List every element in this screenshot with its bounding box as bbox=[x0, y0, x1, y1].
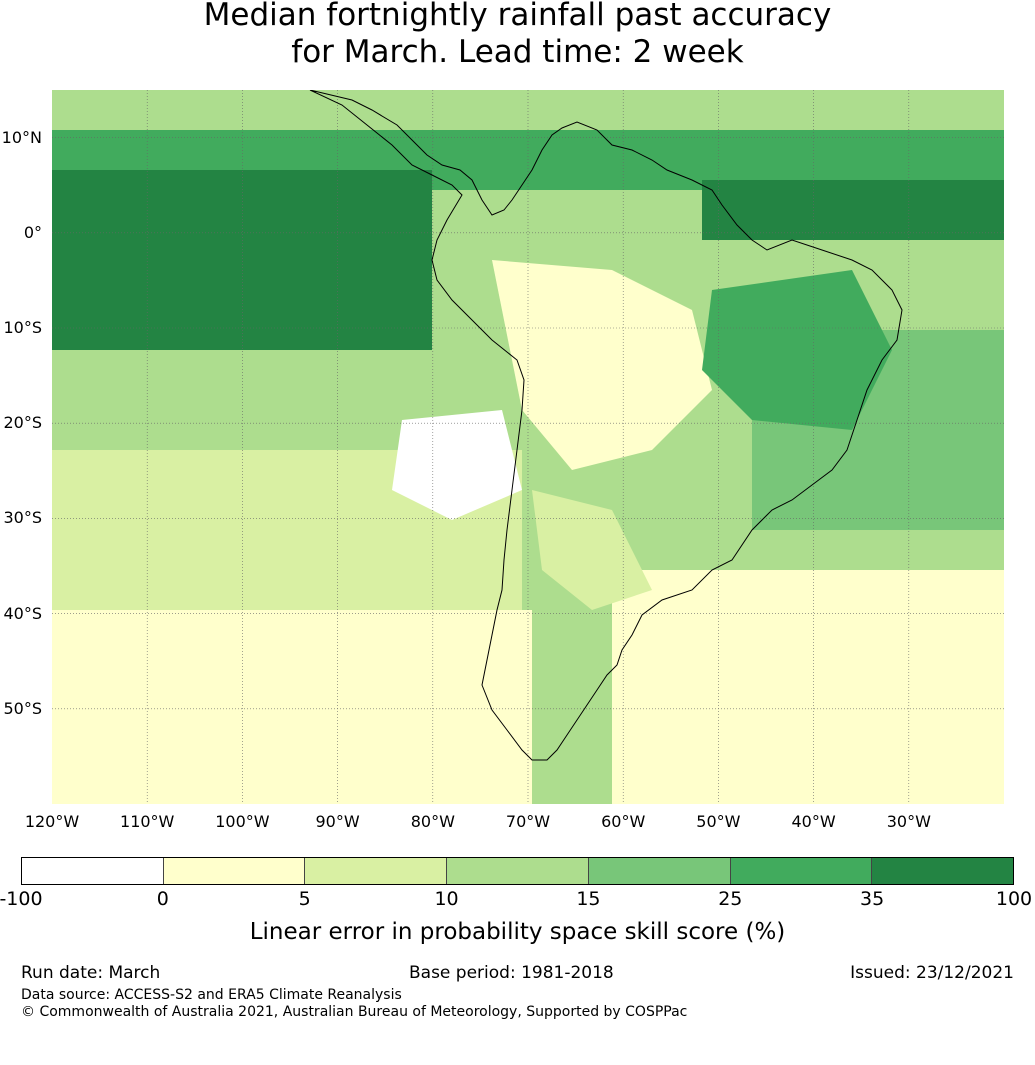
colorbar-segment bbox=[447, 858, 589, 884]
map-title-line-1: Median fortnightly rainfall past accurac… bbox=[203, 0, 832, 33]
skill-region-northeast-brazil bbox=[702, 270, 892, 430]
latitude-label: 50°S bbox=[3, 698, 42, 718]
skill-band-south-atlantic bbox=[612, 570, 1004, 804]
skill-region-amazon-low bbox=[492, 260, 712, 470]
skill-region-peru-coast bbox=[392, 410, 522, 520]
colorbar-tick-label: 10 bbox=[434, 888, 459, 910]
colorbar bbox=[21, 857, 1014, 885]
latitude-label: 40°S bbox=[3, 603, 42, 623]
map-canvas bbox=[52, 90, 1004, 804]
longitude-label: 110°W bbox=[120, 812, 175, 831]
longitude-label: 60°W bbox=[601, 812, 646, 831]
longitude-label: 90°W bbox=[315, 812, 360, 831]
colorbar-segment bbox=[730, 858, 873, 884]
longitude-label: 120°W bbox=[24, 812, 80, 831]
latitude-label: 10°N bbox=[1, 127, 42, 147]
south-america-coastline bbox=[309, 90, 903, 761]
longitude-label: 80°W bbox=[410, 812, 455, 831]
longitude-label: 100°W bbox=[215, 812, 270, 831]
skill-score-map bbox=[52, 90, 1004, 804]
colorbar-segment bbox=[872, 858, 1014, 884]
colorbar-tick-label: 5 bbox=[298, 888, 311, 910]
colorbar-label: Linear error in probability space skill … bbox=[249, 919, 786, 945]
longitude-label: 30°W bbox=[886, 812, 931, 831]
latitude-label: 10°S bbox=[3, 318, 42, 337]
skill-region-layer bbox=[52, 90, 1004, 804]
graticule-layer bbox=[52, 90, 1004, 804]
skill-band-equatorial-atlantic bbox=[702, 180, 1004, 240]
skill-band-south-pacific bbox=[52, 610, 532, 804]
skill-band-equatorial-pacific bbox=[52, 170, 432, 350]
colorbar-tick-label: 0 bbox=[156, 888, 169, 910]
latitude-label: 30°S bbox=[3, 508, 42, 528]
latitude-label: 20°S bbox=[3, 413, 42, 433]
colorbar-segment bbox=[305, 858, 448, 884]
colorbar-tick-label: -100 bbox=[0, 888, 43, 910]
run-date: Run date: March bbox=[21, 963, 161, 983]
latitude-label: 0° bbox=[23, 222, 42, 242]
colorbar-tick-label: 100 bbox=[995, 888, 1033, 910]
colorbar-tick-label: 35 bbox=[860, 888, 885, 910]
colorbar-tick-label: 25 bbox=[718, 888, 743, 910]
longitude-label: 70°W bbox=[505, 812, 551, 831]
colorbar-tick-label: 15 bbox=[576, 888, 601, 910]
colorbar-segment bbox=[588, 858, 731, 884]
data-source: Data source: ACCESS-S2 and ERA5 Climate … bbox=[21, 987, 402, 1003]
copyright: © Commonwealth of Australia 2021, Austra… bbox=[21, 1004, 688, 1020]
map-title-line-2: for March. Lead time: 2 week bbox=[291, 34, 744, 70]
issued-date: Issued: 23/12/2021 bbox=[850, 963, 1014, 983]
longitude-label: 40°W bbox=[791, 812, 836, 831]
colorbar-segment bbox=[22, 858, 164, 884]
colorbar-segment bbox=[163, 858, 306, 884]
base-period: Base period: 1981-2018 bbox=[409, 963, 614, 983]
longitude-label: 50°W bbox=[696, 812, 741, 831]
skill-region-central-south-america bbox=[532, 490, 652, 610]
